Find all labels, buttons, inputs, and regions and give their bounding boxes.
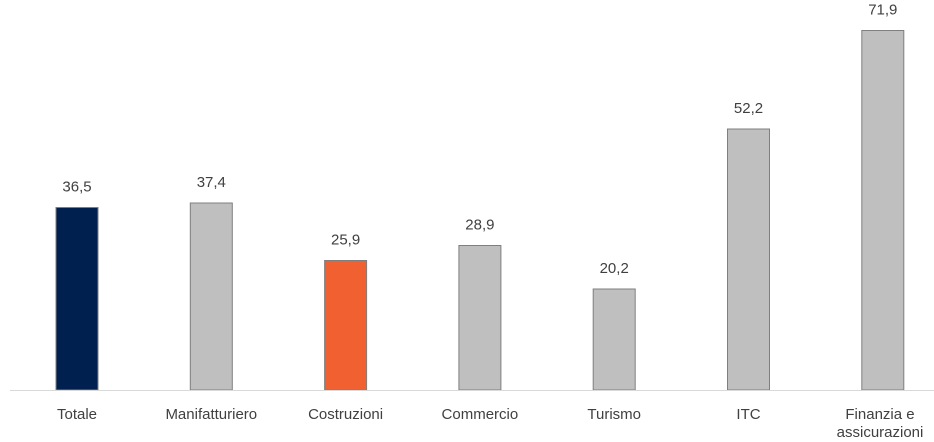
value-labels-group: 36,5 37,4 25,9 28,9 20,2 52,2 71,9 [62, 2, 897, 278]
value-label-totale: 36,5 [62, 179, 91, 196]
category-label-itc: ITC [736, 406, 760, 423]
bar-finanzia-e-assicurazioni [861, 30, 905, 391]
bars-group [55, 30, 905, 391]
bar-itc [727, 128, 770, 391]
bar-commercio [458, 245, 502, 391]
bar-costruzioni [324, 260, 368, 391]
value-label-commercio: 28,9 [465, 217, 494, 234]
category-label-totale: Totale [57, 406, 97, 423]
category-label-commercio: Commercio [442, 406, 519, 423]
category-label-finanzia-e-assicurazioni: Finanzia e assicurazioni [837, 406, 924, 441]
bar-turismo [592, 288, 636, 391]
bar-manifatturiero [189, 202, 233, 391]
value-label-turismo: 20,2 [600, 260, 629, 277]
category-label-manifatturiero: Manifatturiero [165, 406, 257, 423]
value-label-itc: 52,2 [734, 100, 763, 117]
category-label-turismo: Turismo [587, 406, 641, 423]
value-label-costruzioni: 25,9 [331, 232, 360, 249]
bar-totale [55, 207, 99, 391]
category-label-costruzioni: Costruzioni [308, 406, 383, 423]
category-labels-group: Totale Manifatturiero Costruzioni Commercio… [57, 406, 923, 441]
value-label-manifatturiero: 37,4 [197, 174, 226, 191]
value-label-finanzia-e-assicurazioni: 71,9 [868, 2, 897, 19]
